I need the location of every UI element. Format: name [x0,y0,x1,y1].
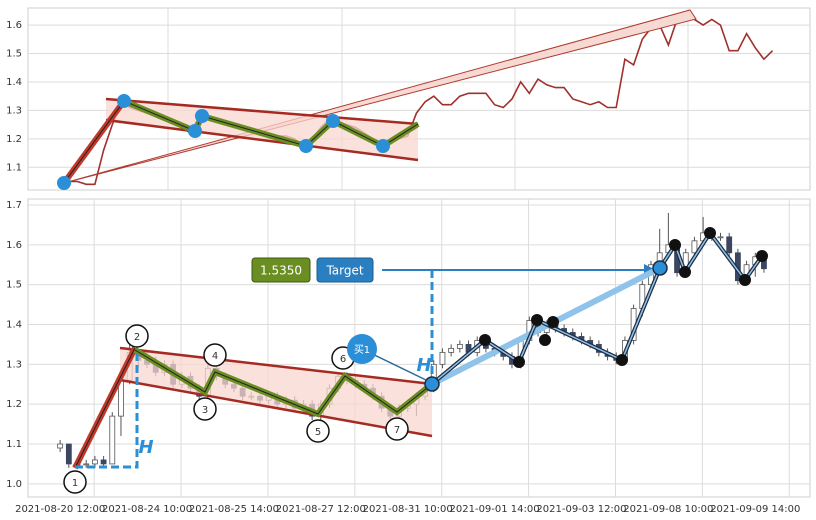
buy-label: 买1 [354,344,370,356]
bottom-pattern [63,227,768,494]
top-panel [27,7,811,191]
point-label: 2 [134,332,140,343]
x-tick-label: 2021-08-27 12:00 [276,504,366,515]
candle-body [65,443,72,465]
candle-body [100,459,107,465]
candle-body [717,236,724,239]
top-vertical-grid [167,8,689,190]
x-tick-label: 2021-09-09 14:00 [710,504,800,515]
candle-body [456,344,463,349]
y-tick-label: 1.3 [6,359,22,370]
y-tick-label: 1.6 [6,20,22,31]
point-label: 7 [394,425,400,436]
y-tick-label: 1.2 [6,134,22,145]
target-label: Target [325,264,363,278]
y-tick-label: 1.6 [6,240,22,251]
y-tick-label: 1.7 [6,200,22,211]
x-tick-label: 2021-08-25 14:00 [189,504,279,515]
candle-body [448,347,455,353]
point-label: 3 [202,405,208,416]
point-label: 6 [340,354,346,365]
x-tick-label: 2021-09-03 12:00 [536,504,626,515]
candle-body [92,459,98,465]
top-pattern [57,9,697,190]
point-label: 4 [212,351,218,362]
point-label: 5 [315,427,321,438]
height-label: H [138,437,153,458]
point-label: 1 [72,478,78,489]
candle-body [691,240,698,254]
y-tick-label: 1.1 [6,162,22,173]
candle-body [83,463,90,466]
y-tick-label: 1.3 [6,105,22,116]
y-tick-label: 1.1 [6,439,22,450]
candle-body [439,351,446,365]
candle-body [57,443,64,449]
x-tick-label: 2021-09-08 10:00 [623,504,713,515]
y-tick-label: 1.4 [6,77,22,88]
y-tick-label: 1.5 [6,49,22,60]
y-tick-label: 1.5 [6,280,22,291]
price-label: 1.5350 [260,264,302,278]
height-label: H [416,355,431,376]
annotations: 1.5350 Target 买1 H H 1 2 3 4 5 6 7 [72,264,432,490]
candle-body [109,415,116,465]
y-tick-label: 1.0 [6,479,22,490]
y-tick-label: 1.4 [6,319,22,330]
y-tick-label: 1.2 [6,399,22,410]
x-tick-label: 2021-08-20 12:00 [15,504,105,515]
x-tick-label: 2021-08-31 10:00 [363,504,453,515]
x-tick-label: 2021-09-01 14:00 [450,504,540,515]
candle-body [726,236,733,254]
x-tick-label: 2021-08-24 10:00 [102,504,192,515]
